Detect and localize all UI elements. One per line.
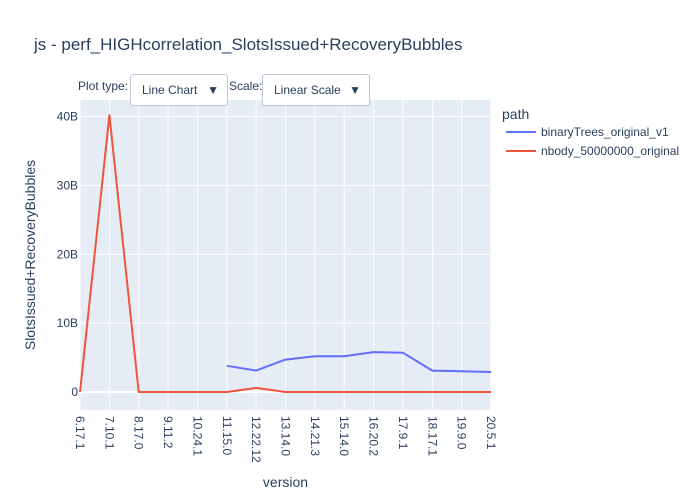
x-tick-label: 16.20.2 <box>367 416 381 456</box>
series-line[interactable] <box>226 351 492 373</box>
plot-type-label: Plot type: <box>78 79 129 93</box>
legend-item[interactable]: nbody_50000000_original <box>541 144 679 158</box>
series-lines <box>79 114 492 393</box>
scale-dropdown[interactable]: Linear Scale ▼ <box>262 74 370 106</box>
x-tick-label: 9.11.2 <box>161 416 175 449</box>
y-tick-label: 40B <box>57 110 78 124</box>
grid-lines <box>79 100 492 410</box>
x-tick-label: 6.17.1 <box>73 416 87 450</box>
x-tick-label: 13.14.0 <box>279 416 293 456</box>
x-tick-label: 7.10.1 <box>102 416 116 450</box>
legend-item[interactable]: binaryTrees_original_v1 <box>541 125 669 139</box>
x-tick-label: 18.17.1 <box>425 416 439 456</box>
x-tick-label: 8.17.0 <box>132 416 146 450</box>
legend-title: path <box>502 106 529 122</box>
y-axis-ticks: 0 10B 20B 30B 40B <box>57 110 79 400</box>
x-axis-ticks: 6.17.1 7.10.1 8.17.0 9.11.2 10.24.1 11.15.0 12… <box>73 416 498 463</box>
y-tick-label: 0 <box>71 385 78 399</box>
x-tick-label: 19.9.0 <box>455 416 469 450</box>
scale-value: Linear Scale <box>274 83 341 97</box>
x-tick-label: 12.22.12 <box>249 416 263 463</box>
x-tick-label: 14.21.3 <box>308 416 322 456</box>
series-line[interactable] <box>79 114 491 393</box>
plot-type-value: Line Chart <box>142 83 198 97</box>
legend: path binaryTrees_original_v1 nbody_500000… <box>502 106 679 158</box>
y-axis-label: SlotsIssued+RecoveryBubbles <box>22 160 38 350</box>
x-tick-label: 11.15.0 <box>220 416 234 455</box>
plot-type-dropdown[interactable]: Line Chart ▼ <box>130 74 228 106</box>
x-axis-label: version <box>263 474 308 490</box>
y-tick-label: 20B <box>57 247 78 261</box>
y-tick-label: 30B <box>57 178 78 192</box>
x-tick-label: 17.9.1 <box>396 416 410 450</box>
x-tick-label: 15.14.0 <box>337 416 351 456</box>
chart-title: js - perf_HIGHcorrelation_SlotsIssued+Re… <box>33 35 463 54</box>
x-tick-label: 10.24.1 <box>190 416 204 456</box>
y-tick-label: 10B <box>57 316 78 330</box>
x-tick-label: 20.5.1 <box>484 416 498 450</box>
chevron-down-icon: ▼ <box>207 83 219 97</box>
chevron-down-icon: ▼ <box>349 83 361 97</box>
scale-label: Scale: <box>229 79 263 93</box>
